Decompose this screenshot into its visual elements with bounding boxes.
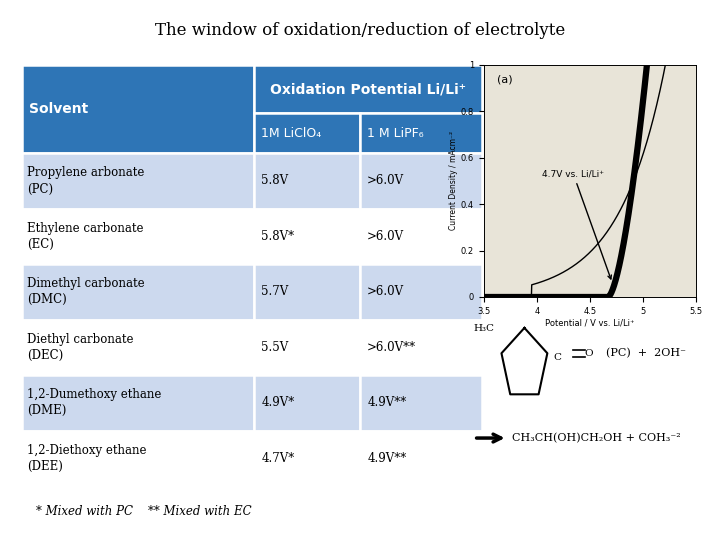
X-axis label: Potential / V vs. Li/Li⁺: Potential / V vs. Li/Li⁺ [545,319,635,327]
Bar [360,375,482,430]
Text: 4.9V*: 4.9V* [261,396,294,409]
Text: Ethylene carbonate
(EC): Ethylene carbonate (EC) [27,222,143,251]
Text: Propylene arbonate
(PC): Propylene arbonate (PC) [27,166,145,195]
Text: >6.0V: >6.0V [367,286,405,299]
Text: (PC)  +  2OH⁻: (PC) + 2OH⁻ [606,348,686,359]
Text: 1 M LiPF₆: 1 M LiPF₆ [367,127,424,140]
Bar [22,430,254,486]
Bar [22,375,254,430]
Bar [254,208,360,264]
Bar [254,430,360,486]
Text: The window of oxidation/reduction of electrolyte: The window of oxidation/reduction of ele… [155,22,565,38]
Text: O: O [585,349,593,358]
Bar [22,264,254,320]
Bar [22,208,254,264]
Text: 5.8V: 5.8V [261,174,288,187]
Bar [360,430,482,486]
Text: * Mixed with PC    ** Mixed with EC: * Mixed with PC ** Mixed with EC [36,505,251,518]
Bar [22,65,254,153]
Bar [22,320,254,375]
Bar [22,153,254,209]
Text: 4.7V*: 4.7V* [261,452,294,465]
Text: CH₃CH(OH)CH₂OH + COH₃⁻²: CH₃CH(OH)CH₂OH + COH₃⁻² [513,433,681,443]
Bar [360,208,482,264]
Text: Oxidation Potential Li/Li⁺: Oxidation Potential Li/Li⁺ [270,82,467,96]
Text: >6.0V**: >6.0V** [367,341,416,354]
Text: 5.8V*: 5.8V* [261,230,294,243]
Bar [254,153,360,209]
Y-axis label: Current Density / mAcm⁻²: Current Density / mAcm⁻² [449,131,458,231]
Bar [254,113,360,153]
Bar [360,113,482,153]
Text: >6.0V: >6.0V [367,174,405,187]
Text: 5.5V: 5.5V [261,341,289,354]
Text: Diethyl carbonate
(DEC): Diethyl carbonate (DEC) [27,333,134,362]
Text: 1,2-Diethoxy ethane
(DEE): 1,2-Diethoxy ethane (DEE) [27,444,147,473]
Text: C: C [554,353,562,362]
Text: 4.9V**: 4.9V** [367,396,407,409]
Text: H₃C: H₃C [474,324,495,333]
Text: (a): (a) [497,74,512,84]
Bar [254,65,482,113]
Bar [254,375,360,430]
Bar [360,153,482,209]
Bar [360,264,482,320]
Text: 4.9V**: 4.9V** [367,452,407,465]
Text: Solvent: Solvent [29,102,88,116]
Text: Dimethyl carbonate
(DMC): Dimethyl carbonate (DMC) [27,278,145,306]
Text: 1,2-Dumethoxy ethane
(DME): 1,2-Dumethoxy ethane (DME) [27,388,161,417]
Text: 4.7V vs. Li/Li⁺: 4.7V vs. Li/Li⁺ [542,169,611,279]
Bar [254,264,360,320]
Text: >6.0V: >6.0V [367,230,405,243]
Text: 5.7V: 5.7V [261,286,289,299]
Bar [254,320,360,375]
Text: 1M LiClO₄: 1M LiClO₄ [261,127,321,140]
Bar [360,320,482,375]
